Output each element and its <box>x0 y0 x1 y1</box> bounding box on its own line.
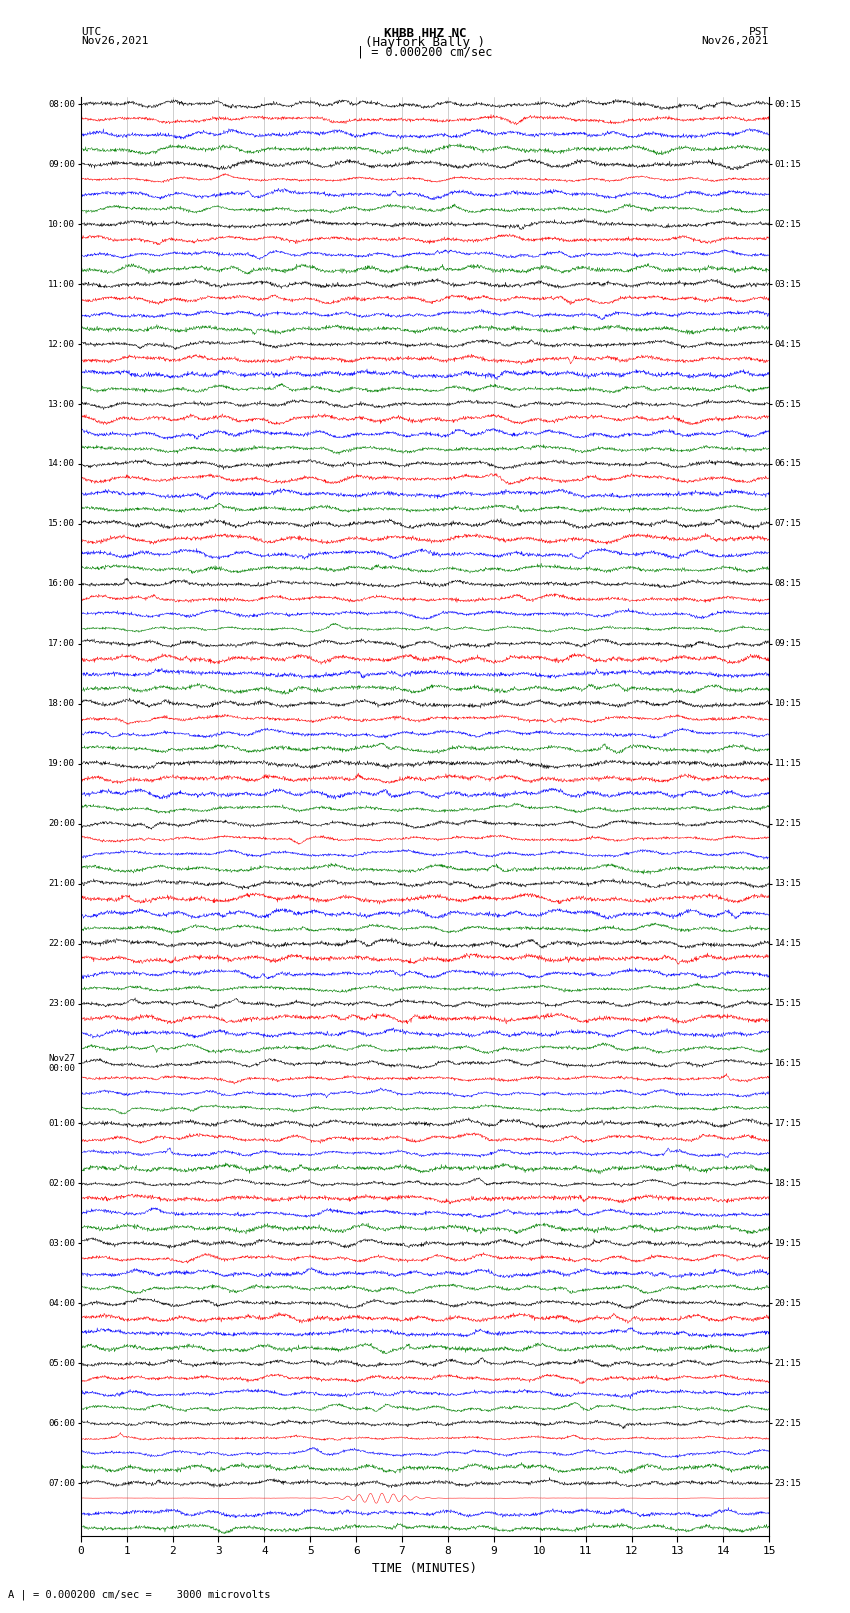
Text: KHBB HHZ NC: KHBB HHZ NC <box>383 26 467 40</box>
Text: PST: PST <box>749 26 769 37</box>
Text: A | = 0.000200 cm/sec =    3000 microvolts: A | = 0.000200 cm/sec = 3000 microvolts <box>8 1589 271 1600</box>
Text: (Hayfork Bally ): (Hayfork Bally ) <box>365 37 485 50</box>
Text: Nov26,2021: Nov26,2021 <box>81 37 148 47</box>
Text: Nov26,2021: Nov26,2021 <box>702 37 769 47</box>
Text: UTC: UTC <box>81 26 101 37</box>
Text: | = 0.000200 cm/sec: | = 0.000200 cm/sec <box>357 45 493 60</box>
X-axis label: TIME (MINUTES): TIME (MINUTES) <box>372 1561 478 1574</box>
